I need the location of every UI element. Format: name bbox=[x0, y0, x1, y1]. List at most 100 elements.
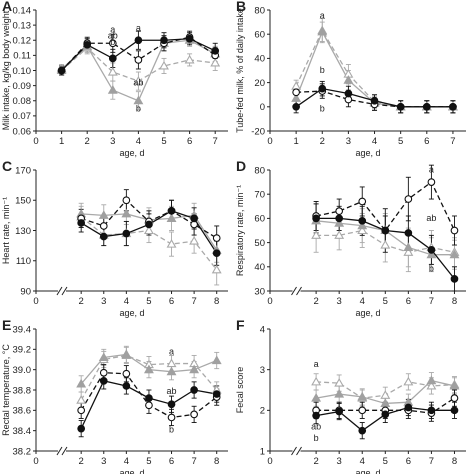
data-point bbox=[166, 366, 177, 376]
significance-letter: b bbox=[429, 264, 434, 274]
data-point bbox=[107, 66, 118, 76]
x-tick-label: 7 bbox=[191, 296, 196, 307]
x-tick-label: 8 bbox=[452, 456, 457, 467]
x-tick-label: 1 bbox=[59, 136, 64, 147]
data-point bbox=[167, 400, 176, 409]
significance-letter: ab bbox=[426, 213, 436, 223]
data-point bbox=[121, 349, 132, 358]
data-point bbox=[99, 232, 108, 241]
y-tick-label: 3 bbox=[260, 365, 265, 376]
data-point bbox=[143, 225, 154, 235]
data-point bbox=[404, 403, 413, 412]
data-point bbox=[422, 102, 431, 111]
data-point bbox=[167, 206, 176, 215]
x-tick-label: 4 bbox=[124, 456, 129, 467]
data-point bbox=[57, 66, 66, 75]
y-tick-label: 0.13 bbox=[13, 20, 32, 31]
panel-label: D bbox=[236, 158, 246, 174]
data-point bbox=[357, 391, 368, 401]
x-tick-label: 2 bbox=[320, 136, 325, 147]
data-point bbox=[134, 36, 143, 45]
data-point bbox=[380, 239, 391, 249]
y-axis-label: Respiratory rate, min⁻¹ bbox=[235, 185, 245, 276]
data-point bbox=[335, 207, 344, 215]
significance-letter: ab bbox=[108, 31, 118, 41]
x-tick-label: 6 bbox=[406, 456, 411, 467]
x-tick-label: 3 bbox=[337, 296, 342, 307]
y-tick-label: 60 bbox=[254, 214, 265, 225]
y-tick-label: 50 bbox=[254, 238, 265, 249]
data-point bbox=[311, 230, 322, 239]
x-tick-label: 6 bbox=[406, 296, 411, 307]
y-tick-label: 110 bbox=[16, 256, 31, 267]
data-point bbox=[77, 424, 86, 433]
y-axis-label: Rectal temperature, °C bbox=[1, 344, 11, 436]
significance-letter: ab bbox=[311, 421, 321, 431]
significance-letter: a bbox=[320, 10, 325, 20]
panel-E: E 38.2 38.4 38.6 38.8 39.0 39.2 39.4 0 2 3 4 5 6 7 8 age… bbox=[1, 317, 228, 474]
x-tick-label: 6 bbox=[424, 136, 429, 147]
data-point bbox=[212, 390, 221, 398]
data-point bbox=[427, 246, 436, 254]
data-point bbox=[358, 406, 367, 415]
x-tick-label: 0 bbox=[33, 456, 38, 467]
y-tick-label: 0.08 bbox=[13, 96, 32, 107]
y-tick-label: 4 bbox=[260, 324, 265, 335]
data-point bbox=[107, 85, 118, 94]
data-point bbox=[404, 195, 413, 203]
data-point bbox=[311, 376, 322, 386]
panel-label: F bbox=[236, 317, 245, 333]
significance-letter: b bbox=[314, 433, 319, 443]
panel-A: A 0.06 0.07 0.08 0.09 0.10 0.11 0.12 0.13 0.14 0 1 2… bbox=[1, 0, 228, 158]
significance-letter: a bbox=[314, 359, 319, 369]
x-tick-label: 7 bbox=[213, 136, 218, 147]
axis-break-mark bbox=[296, 446, 302, 456]
y-tick-label: 170 bbox=[15, 165, 31, 176]
data-point bbox=[449, 249, 460, 259]
x-tick-label: 4 bbox=[124, 296, 129, 307]
y-axis-label: Heart rate, min⁻¹ bbox=[1, 197, 11, 264]
data-point bbox=[134, 56, 143, 64]
data-point bbox=[311, 393, 322, 402]
y-tick-label: 30 bbox=[254, 286, 265, 297]
y-axis-label: Fecal score bbox=[235, 367, 245, 414]
data-point bbox=[122, 196, 131, 205]
data-point bbox=[212, 249, 221, 258]
x-axis-label: age, d bbox=[119, 148, 144, 158]
data-point bbox=[334, 377, 345, 387]
data-point bbox=[449, 380, 460, 390]
data-point bbox=[312, 411, 320, 420]
y-tick-label: 40 bbox=[254, 54, 265, 65]
y-tick-label: 90 bbox=[20, 286, 31, 297]
data-point bbox=[291, 81, 302, 90]
data-point bbox=[344, 89, 353, 98]
y-tick-label: 0 bbox=[260, 102, 265, 113]
y-tick-label: -20 bbox=[251, 126, 265, 137]
data-point bbox=[334, 388, 345, 398]
y-tick-label: 39.4 bbox=[13, 324, 32, 335]
significance-letter: a bbox=[169, 346, 174, 356]
data-point bbox=[312, 214, 320, 223]
significance-letter: ab bbox=[167, 386, 177, 396]
panel-C: C 90 110 130 150 170 0 2 3 4 5 6 7 8 age, d Heart rate,… bbox=[1, 158, 228, 318]
data-point bbox=[99, 377, 108, 385]
significance-letter: b bbox=[169, 425, 174, 435]
y-axis-label: Milk intake, kg/kg body weight bbox=[1, 10, 11, 130]
y-axis-label: Tube-fed milk, % of daily intake bbox=[235, 8, 245, 133]
data-point bbox=[426, 375, 437, 385]
data-point bbox=[381, 226, 390, 235]
data-point bbox=[210, 57, 221, 67]
x-tick-label: 3 bbox=[101, 296, 106, 307]
data-point bbox=[211, 46, 220, 55]
data-point bbox=[396, 102, 405, 111]
x-tick-label: 3 bbox=[110, 136, 115, 147]
data-point bbox=[108, 39, 117, 48]
y-tick-label: 38.4 bbox=[13, 426, 32, 437]
x-tick-label: 0 bbox=[267, 456, 272, 467]
data-point bbox=[121, 208, 132, 218]
data-point bbox=[357, 225, 368, 235]
x-axis-label: age, d bbox=[355, 148, 380, 158]
data-point bbox=[145, 220, 153, 229]
data-point bbox=[403, 247, 414, 256]
